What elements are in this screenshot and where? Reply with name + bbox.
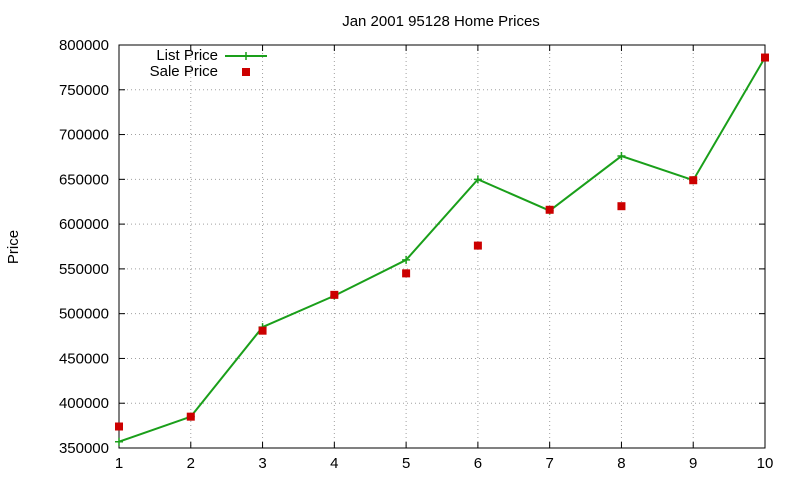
- data-point-sale-price: [258, 326, 267, 335]
- x-tick-label: 1: [115, 455, 123, 472]
- x-tick-label: 9: [689, 455, 697, 472]
- y-tick-label: 450000: [59, 350, 109, 367]
- data-point-sale-price: [473, 241, 482, 250]
- data-point-sale-price: [115, 422, 123, 431]
- y-axis-tick-labels: 350000 400000 450000 500000 550000 600000 6500…: [59, 37, 109, 457]
- x-tick-label: 2: [187, 455, 195, 472]
- grid-lines: [119, 45, 765, 448]
- y-tick-label: 400000: [59, 395, 109, 412]
- y-tick-label: 650000: [59, 171, 109, 188]
- x-tick-label: 8: [617, 455, 625, 472]
- data-point-list-price: [115, 437, 123, 446]
- data-point-list-price: [617, 152, 626, 161]
- y-axis-label: Price: [5, 230, 22, 264]
- x-axis-tick-labels: 1 2 3 4 5 6 7 8 9 10: [115, 455, 774, 472]
- series-line-list-price: [118, 57, 766, 443]
- legend-label-list-price: List Price: [156, 47, 218, 64]
- data-point-sale-price: [402, 269, 411, 278]
- x-tick-label: 6: [474, 455, 482, 472]
- legend: List Price Sale Price: [150, 47, 267, 80]
- x-tick-label: 4: [330, 455, 338, 472]
- data-point-sale-price: [689, 176, 698, 185]
- data-point-sale-price: [330, 290, 339, 299]
- y-tick-label: 500000: [59, 306, 109, 323]
- data-point-sale-price: [617, 202, 626, 211]
- y-tick-label: 600000: [59, 216, 109, 233]
- y-tick-label: 350000: [59, 440, 109, 457]
- data-point-sale-price: [761, 53, 769, 62]
- x-tick-label: 7: [545, 455, 553, 472]
- data-point-sale-price: [545, 205, 554, 214]
- legend-marker-list-price: [242, 52, 250, 60]
- legend-marker-sale-price: [242, 68, 250, 76]
- data-point-list-price: [402, 255, 411, 264]
- data-point-list-price: [473, 175, 482, 184]
- chart-title: Jan 2001 95128 Home Prices: [342, 13, 540, 30]
- axis-ticks: [118, 44, 766, 449]
- y-tick-label: 700000: [59, 127, 109, 144]
- legend-label-sale-price: Sale Price: [150, 63, 218, 80]
- series-layer: [115, 53, 769, 446]
- x-tick-label: 3: [258, 455, 266, 472]
- data-point-sale-price: [186, 412, 195, 421]
- plot-frame: [118, 44, 766, 449]
- y-tick-label: 800000: [59, 37, 109, 54]
- x-tick-label: 10: [757, 455, 774, 472]
- y-tick-label: 750000: [59, 82, 109, 99]
- x-tick-label: 5: [402, 455, 410, 472]
- y-tick-label: 550000: [59, 261, 109, 278]
